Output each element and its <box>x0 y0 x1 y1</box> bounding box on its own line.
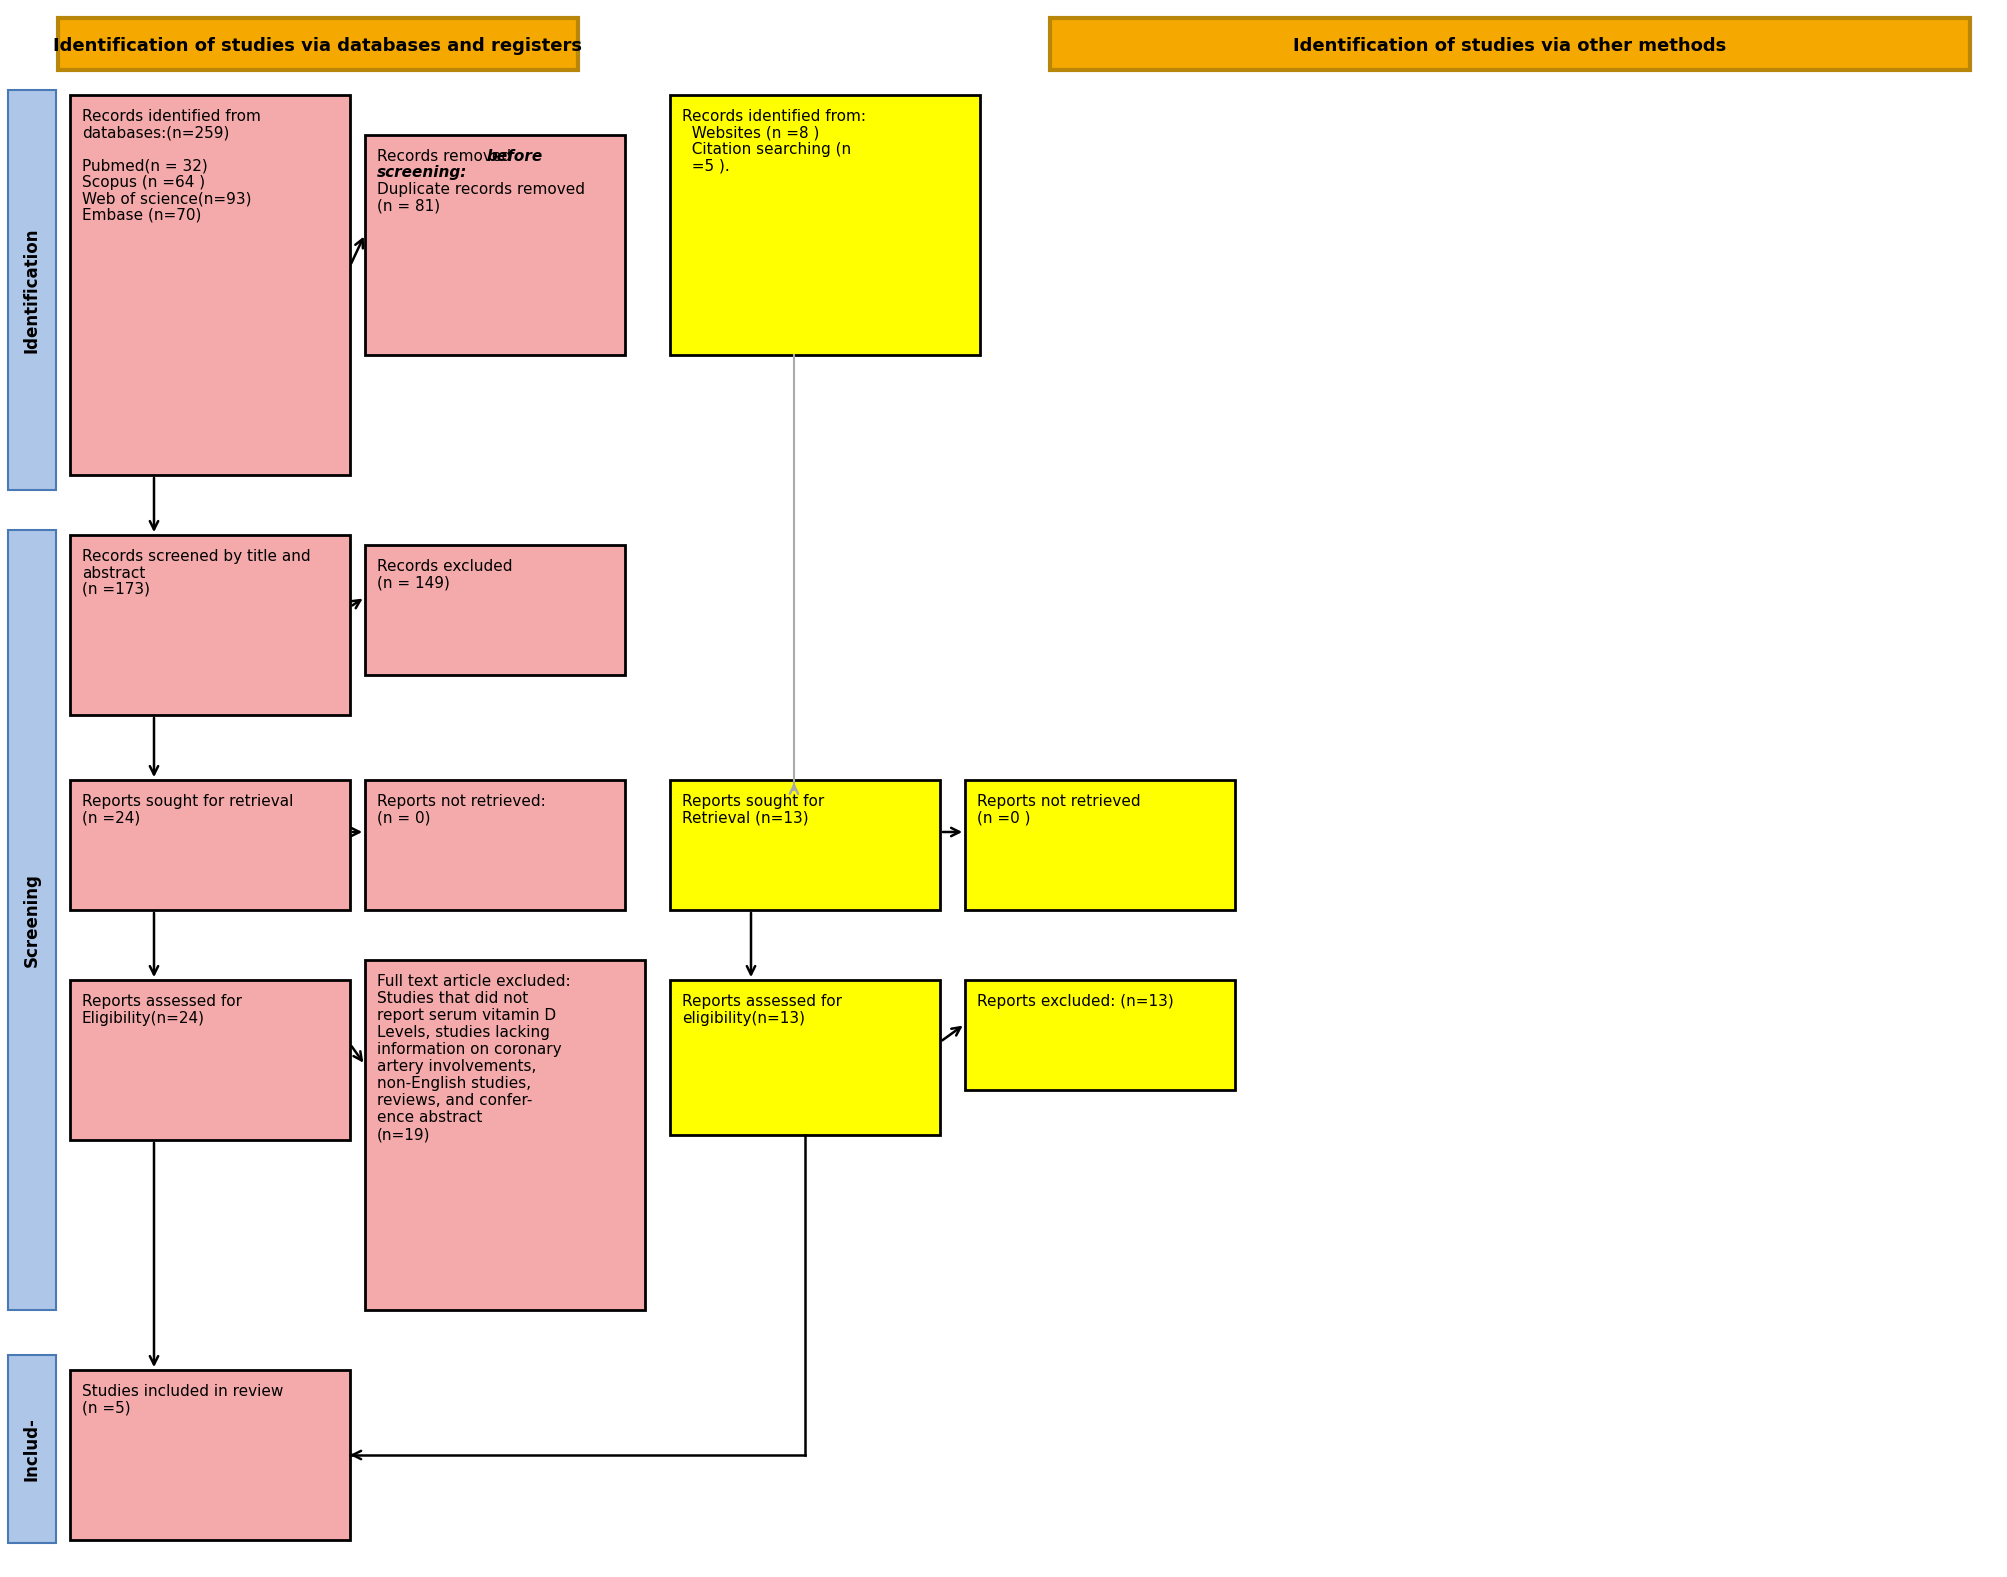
Text: (n =0 ): (n =0 ) <box>977 811 1030 825</box>
Text: (n =173): (n =173) <box>82 582 151 598</box>
Text: Reports not retrieved: Reports not retrieved <box>977 793 1140 809</box>
Bar <box>965 979 1234 1090</box>
Bar <box>70 1370 349 1541</box>
Text: Embase (n=70): Embase (n=70) <box>82 208 201 222</box>
Bar <box>8 530 56 1310</box>
Text: (n=19): (n=19) <box>377 1128 429 1142</box>
Text: Reports sought for retrieval: Reports sought for retrieval <box>82 793 293 809</box>
Text: abstract: abstract <box>82 566 145 580</box>
Text: Screening: Screening <box>22 874 40 967</box>
Bar <box>965 781 1234 910</box>
Text: Reports not retrieved:: Reports not retrieved: <box>377 793 546 809</box>
Text: Identification: Identification <box>22 227 40 353</box>
Text: Studies included in review: Studies included in review <box>82 1385 283 1399</box>
Bar <box>670 979 939 1135</box>
Text: (n = 149): (n = 149) <box>377 576 450 590</box>
Bar <box>670 95 979 355</box>
Text: Records screened by title and: Records screened by title and <box>82 549 311 565</box>
Text: Reports assessed for: Reports assessed for <box>82 994 243 1009</box>
Text: Reports assessed for: Reports assessed for <box>682 994 841 1009</box>
Text: Full text article excluded:: Full text article excluded: <box>377 975 570 989</box>
Text: Pubmed(n = 32): Pubmed(n = 32) <box>82 159 207 173</box>
Bar <box>365 136 624 355</box>
Bar <box>1050 17 1969 69</box>
Text: information on coronary: information on coronary <box>377 1042 562 1057</box>
Text: before: before <box>488 148 544 164</box>
Text: ence abstract: ence abstract <box>377 1110 482 1124</box>
Text: databases:(n=259): databases:(n=259) <box>82 126 229 140</box>
Bar <box>70 979 349 1140</box>
Bar <box>70 781 349 910</box>
Text: (n =5): (n =5) <box>82 1400 130 1416</box>
Text: Identification of studies via databases and registers: Identification of studies via databases … <box>54 36 582 55</box>
Text: Reports sought for: Reports sought for <box>682 793 823 809</box>
Text: Records identified from: Records identified from <box>82 109 261 125</box>
Bar <box>8 90 56 490</box>
Bar <box>365 960 644 1310</box>
Text: Identification of studies via other methods: Identification of studies via other meth… <box>1293 36 1726 55</box>
Bar <box>365 546 624 675</box>
Text: Records identified from:: Records identified from: <box>682 109 865 125</box>
Text: Levels, studies lacking: Levels, studies lacking <box>377 1025 550 1039</box>
Text: eligibility(n=13): eligibility(n=13) <box>682 1011 805 1025</box>
Text: screening:: screening: <box>377 166 468 180</box>
Text: Records excluded: Records excluded <box>377 558 512 574</box>
Text: Websites (n =8 ): Websites (n =8 ) <box>682 126 819 140</box>
Bar <box>70 95 349 475</box>
Text: Web of science(n=93): Web of science(n=93) <box>82 191 251 207</box>
Text: Duplicate records removed: Duplicate records removed <box>377 181 584 197</box>
Bar <box>58 17 578 69</box>
Text: non-English studies,: non-English studies, <box>377 1076 532 1091</box>
Text: =5 ).: =5 ). <box>682 159 729 173</box>
Text: report serum vitamin D: report serum vitamin D <box>377 1008 556 1023</box>
Text: (n =24): (n =24) <box>82 811 140 825</box>
Text: (n = 81): (n = 81) <box>377 199 440 213</box>
Text: artery involvements,: artery involvements, <box>377 1060 536 1074</box>
Text: Retrieval (n=13): Retrieval (n=13) <box>682 811 809 825</box>
Text: Includ-: Includ- <box>22 1418 40 1481</box>
Text: Reports excluded: (n=13): Reports excluded: (n=13) <box>977 994 1174 1009</box>
Text: Eligibility(n=24): Eligibility(n=24) <box>82 1011 205 1025</box>
Text: Records removed: Records removed <box>377 148 516 164</box>
Text: Studies that did not: Studies that did not <box>377 990 528 1006</box>
Text: reviews, and confer-: reviews, and confer- <box>377 1093 532 1109</box>
Text: Citation searching (n: Citation searching (n <box>682 142 851 158</box>
Bar <box>70 535 349 714</box>
Bar <box>670 781 939 910</box>
Text: Scopus (n =64 ): Scopus (n =64 ) <box>82 175 205 189</box>
Bar <box>8 1355 56 1542</box>
Bar <box>365 781 624 910</box>
Text: (n = 0): (n = 0) <box>377 811 429 825</box>
